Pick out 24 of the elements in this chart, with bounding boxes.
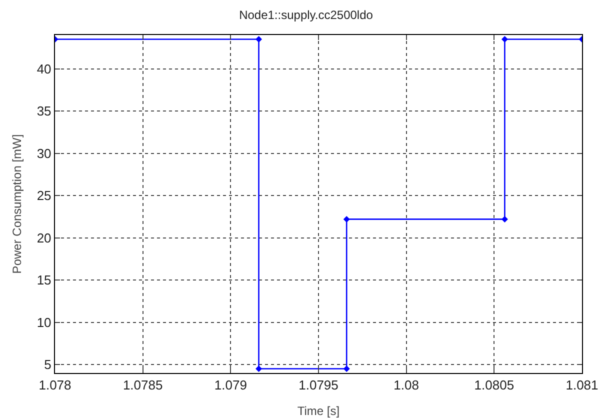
- point: [256, 36, 262, 42]
- y-tick-label: 40: [36, 61, 52, 76]
- x-tick-label: 1.078: [38, 378, 72, 393]
- point: [343, 366, 350, 372]
- point: [501, 216, 508, 222]
- x-tick-label: 1.08: [394, 378, 419, 393]
- y-tick-label: 25: [36, 188, 52, 204]
- y-tick-label: 35: [36, 104, 52, 119]
- chart-title: Node1::supply.cc2500ldo: [239, 8, 374, 22]
- point: [256, 366, 262, 372]
- y-tick-label: 30: [36, 146, 52, 161]
- y-tick-label: 10: [36, 314, 52, 330]
- point: [501, 36, 508, 42]
- x-tick-label: 1.0805: [474, 378, 514, 393]
- x-tick-label: 1.081: [566, 378, 598, 393]
- point: [343, 216, 350, 222]
- x-tick-label: 1.079: [214, 378, 247, 393]
- y-axis-title: Power Consumption [mW]: [10, 134, 24, 274]
- x-tick-label: 1.0795: [298, 378, 338, 393]
- y-tick-label: 5: [44, 357, 52, 372]
- y-tick-label: 20: [36, 230, 52, 246]
- x-tick-label: 1.0785: [122, 378, 163, 393]
- x-axis-title: Time [s]: [297, 404, 340, 418]
- y-tick-label: 15: [36, 272, 52, 288]
